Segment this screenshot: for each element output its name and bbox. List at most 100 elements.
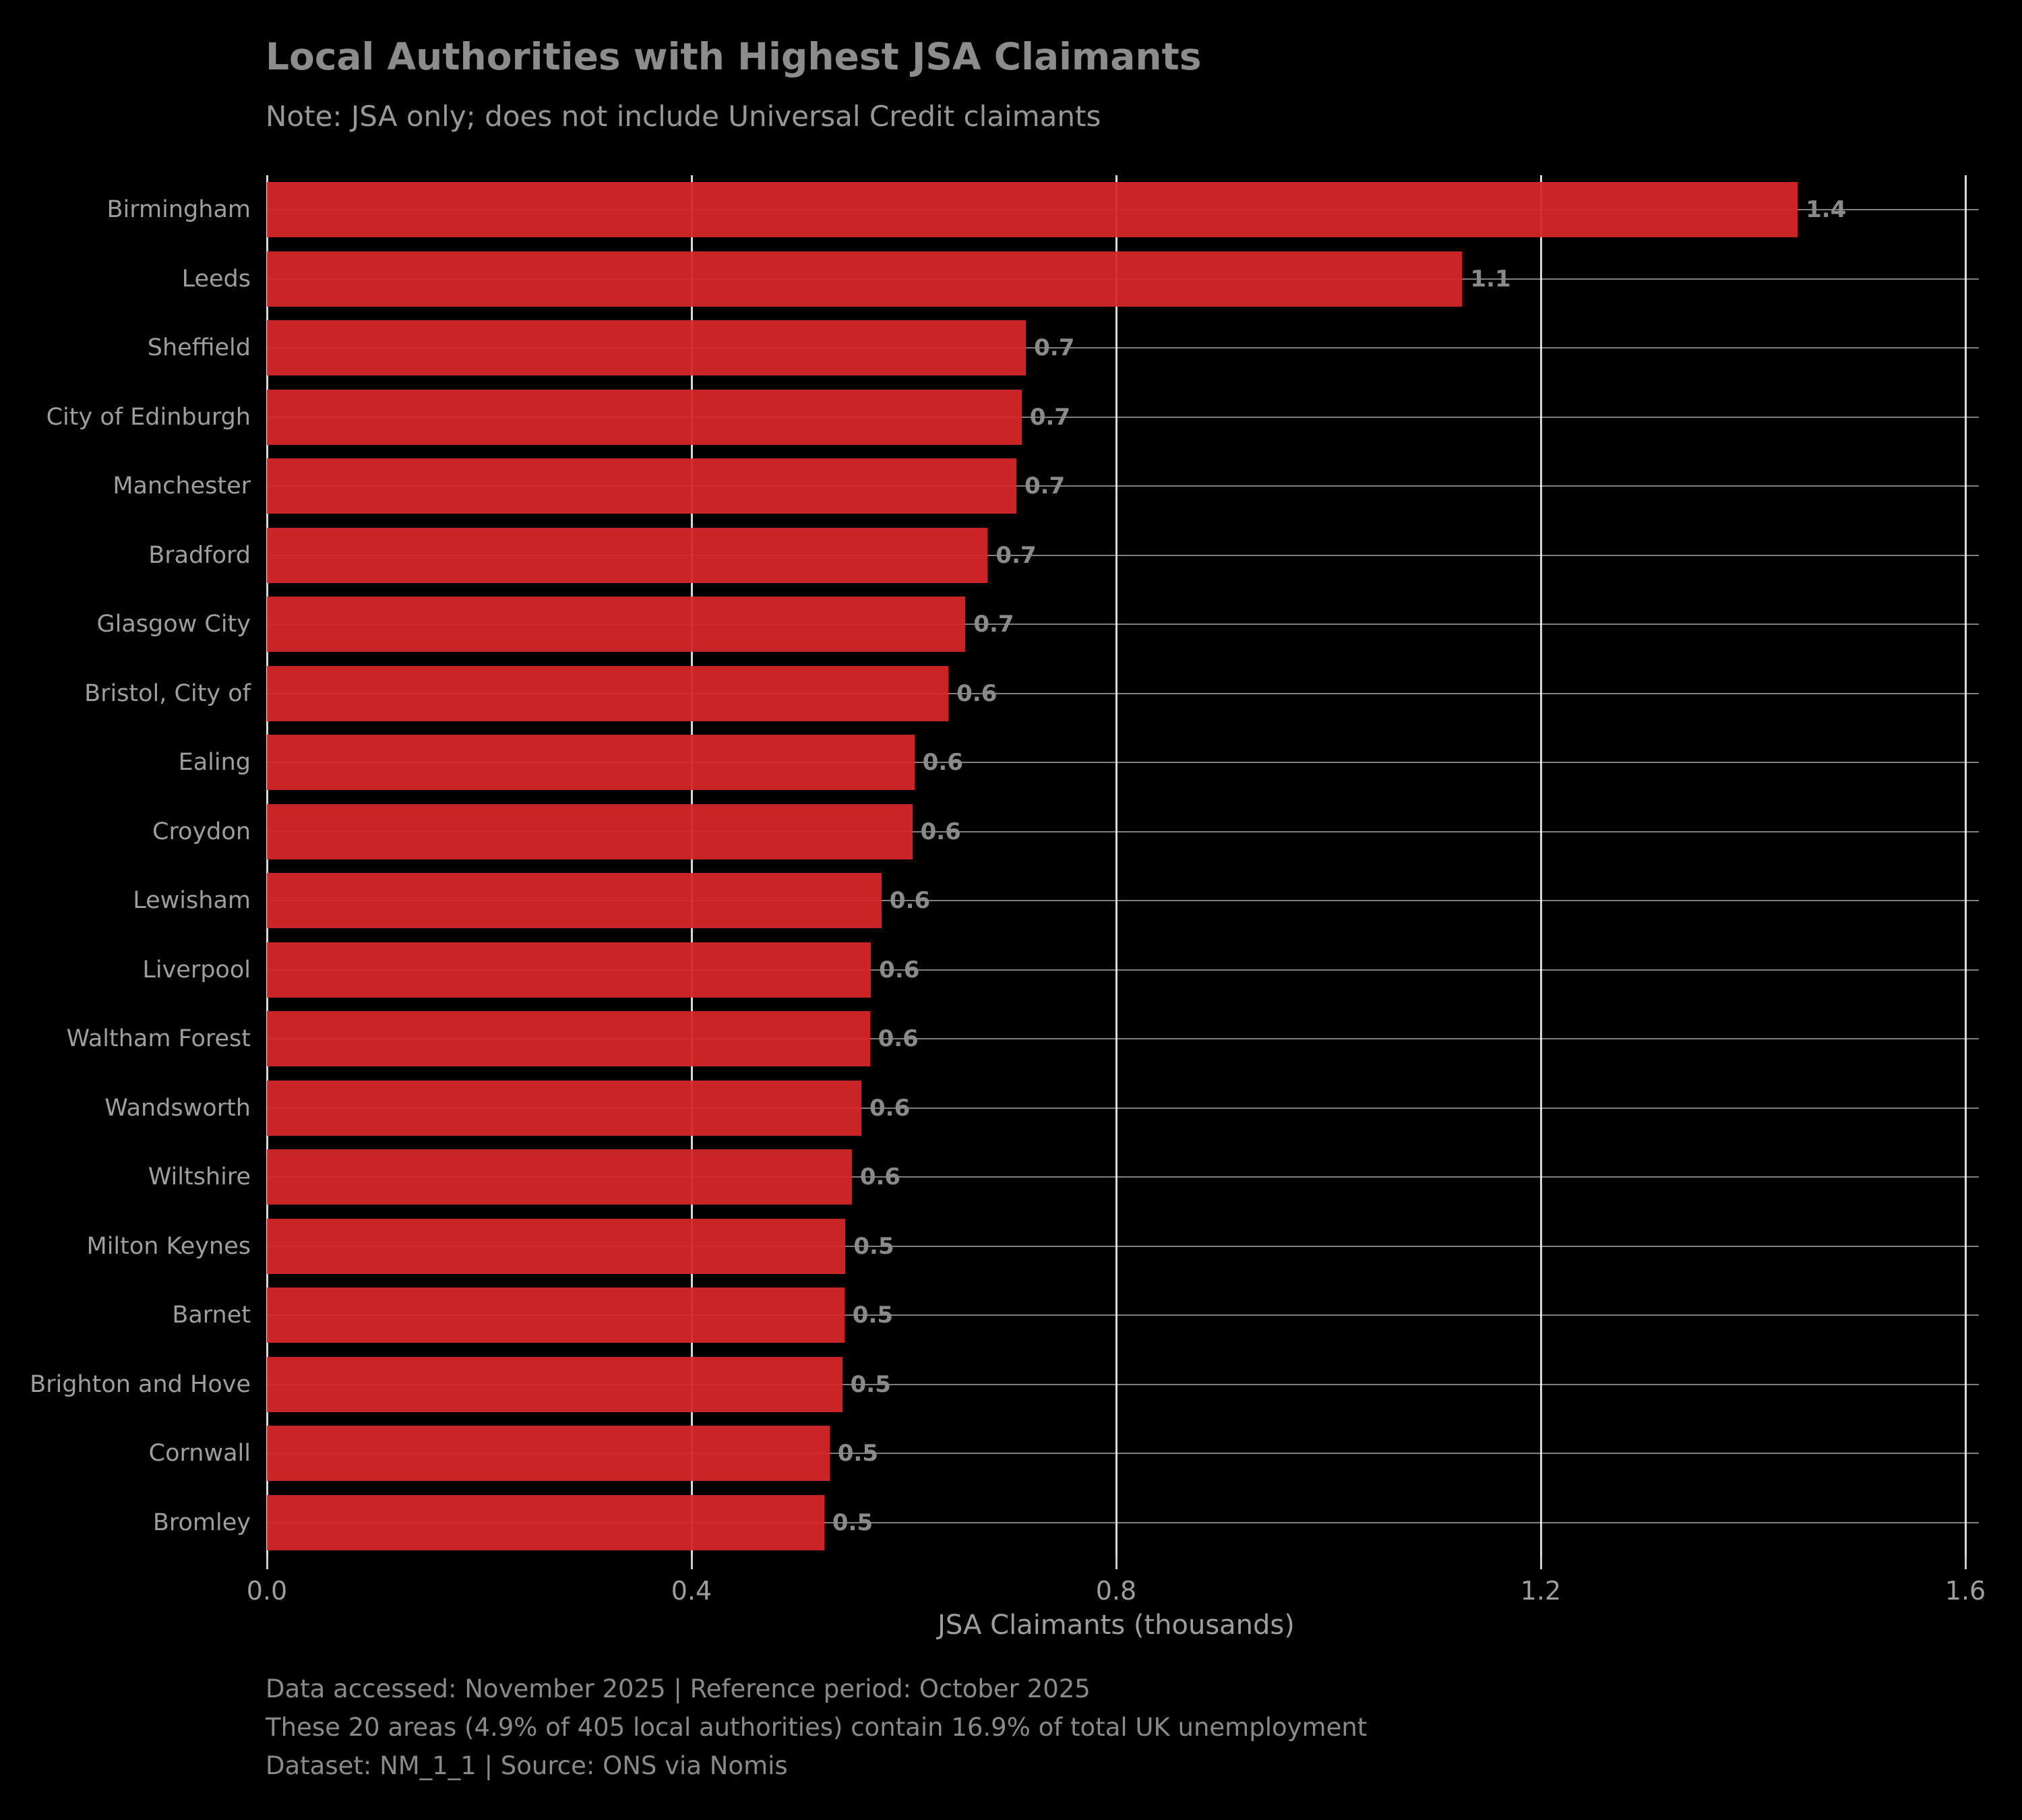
bar (267, 251, 1463, 307)
y-gridline (267, 1383, 1979, 1385)
bar-value-label: 0.6 (956, 679, 998, 707)
bar (267, 182, 1798, 238)
bar (267, 320, 1027, 376)
y-tick-label: Cornwall (148, 1440, 251, 1467)
y-tick-label: Leeds (181, 265, 251, 293)
x-gridline (1539, 175, 1542, 1557)
y-gridline (267, 554, 1979, 556)
x-gridline (1115, 175, 1117, 1557)
y-tick-label: Birmingham (106, 196, 251, 224)
bar (267, 1011, 870, 1067)
bar (267, 735, 915, 791)
y-gridline (267, 416, 1979, 418)
bar-value-label: 0.5 (852, 1302, 894, 1329)
bar (267, 665, 949, 721)
bar (267, 1080, 861, 1136)
x-tick-label: 0.4 (671, 1576, 712, 1606)
x-tick-mark (690, 1557, 693, 1569)
bar-value-label: 0.7 (1034, 334, 1075, 362)
y-tick-label: Croydon (152, 818, 251, 845)
y-tick-label: Waltham Forest (66, 1025, 251, 1053)
y-gridline (267, 624, 1979, 626)
x-gridline (1964, 175, 1967, 1557)
y-tick-label: Manchester (113, 473, 251, 500)
bar-value-label: 0.6 (878, 1025, 919, 1053)
y-gridline (267, 692, 1979, 694)
y-gridline (267, 1314, 1979, 1316)
bar (267, 458, 1016, 514)
x-tick-mark (1964, 1557, 1967, 1569)
y-gridline (267, 1245, 1979, 1247)
bar-value-label: 0.7 (995, 541, 1037, 569)
y-gridline (267, 347, 1979, 349)
bar-value-label: 0.7 (1024, 473, 1066, 500)
bar (267, 597, 966, 653)
y-tick-label: Lewisham (133, 887, 251, 915)
y-gridline (267, 485, 1979, 487)
bar-value-label: 0.5 (837, 1440, 878, 1467)
bar-value-label: 1.1 (1470, 265, 1511, 293)
y-gridline (267, 1038, 1979, 1040)
bar (267, 1149, 852, 1205)
bar (267, 1356, 842, 1412)
y-gridline (267, 1107, 1979, 1109)
footer-source: Dataset: NM_1_1 | Source: ONS via Nomis (266, 1751, 788, 1780)
y-tick-label: Sheffield (147, 334, 251, 362)
bar-value-label: 0.5 (853, 1232, 894, 1260)
bar (267, 527, 988, 583)
y-tick-label: Liverpool (142, 956, 251, 983)
x-tick-mark (1539, 1557, 1542, 1569)
x-gridline (690, 175, 693, 1557)
bar (267, 1218, 846, 1274)
y-tick-label: Brighton and Hove (30, 1370, 251, 1398)
y-gridline (267, 900, 1979, 902)
y-tick-label: Wiltshire (148, 1163, 251, 1191)
footer-data-accessed: Data accessed: November 2025 | Reference… (266, 1674, 1091, 1703)
x-gridline (266, 175, 268, 1557)
y-gridline (267, 830, 1979, 832)
chart-subtitle: Note: JSA only; does not include Univers… (266, 100, 1101, 133)
bar (267, 1426, 830, 1482)
bar (267, 389, 1022, 445)
bar-value-label: 0.7 (973, 611, 1014, 638)
bar (267, 942, 871, 998)
y-tick-label: Wandsworth (104, 1094, 251, 1122)
x-tick-label: 0.0 (246, 1576, 288, 1606)
bar (267, 1494, 824, 1550)
y-tick-label: Milton Keynes (86, 1232, 251, 1260)
y-tick-label: Bromley (152, 1509, 251, 1536)
bar-value-label: 0.5 (832, 1509, 874, 1536)
footer-coverage-note: These 20 areas (4.9% of 405 local author… (266, 1713, 1368, 1742)
y-tick-label: Bristol, City of (84, 679, 251, 707)
bar-value-label: 0.5 (850, 1370, 891, 1398)
x-tick-mark (1115, 1557, 1117, 1569)
bar (267, 873, 882, 929)
y-gridline (267, 1176, 1979, 1178)
y-tick-label: Bradford (148, 541, 251, 569)
x-tick-label: 1.2 (1520, 1576, 1562, 1606)
y-gridline (267, 762, 1979, 764)
y-tick-label: Glasgow City (96, 611, 251, 638)
x-tick-label: 0.8 (1095, 1576, 1137, 1606)
bar-value-label: 0.6 (869, 1094, 911, 1122)
bar-value-label: 0.6 (879, 956, 920, 983)
bar-value-label: 0.6 (859, 1163, 901, 1191)
bar (267, 1287, 845, 1343)
bar-value-label: 0.6 (889, 887, 931, 915)
x-tick-mark (266, 1557, 268, 1569)
x-axis-label: JSA Claimants (thousands) (938, 1610, 1295, 1641)
bar-value-label: 0.7 (1029, 403, 1071, 431)
bar-value-label: 0.6 (922, 749, 963, 777)
bar-value-label: 1.4 (1806, 196, 1847, 224)
y-tick-label: Ealing (178, 749, 251, 777)
y-gridline (267, 1453, 1979, 1455)
y-tick-label: City of Edinburgh (46, 403, 251, 431)
y-tick-label: Barnet (172, 1302, 251, 1329)
bar (267, 803, 913, 859)
y-gridline (267, 969, 1979, 971)
bar-value-label: 0.6 (920, 818, 961, 845)
x-tick-label: 1.6 (1944, 1576, 1986, 1606)
chart-title: Local Authorities with Highest JSA Claim… (266, 35, 1202, 78)
y-gridline (267, 1521, 1979, 1523)
